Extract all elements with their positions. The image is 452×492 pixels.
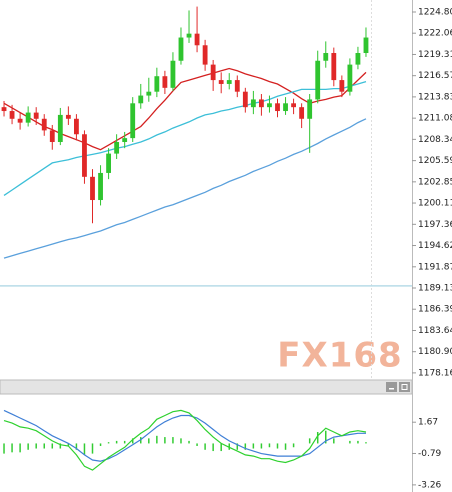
candle-body bbox=[65, 114, 71, 119]
candle-body bbox=[106, 153, 111, 173]
macd-line bbox=[3, 409, 367, 471]
macd-line bbox=[3, 409, 366, 462]
candle-body bbox=[210, 64, 216, 81]
y-tick-label: 1194.62 bbox=[418, 241, 452, 251]
icon bbox=[401, 384, 408, 390]
candle-body bbox=[98, 172, 103, 201]
candle-body bbox=[57, 114, 63, 142]
panel-buttons[interactable] bbox=[386, 382, 410, 392]
y-tick-label: 1202.85 bbox=[418, 177, 452, 187]
candle-body bbox=[226, 80, 232, 84]
candle-body bbox=[162, 76, 168, 88]
candle-body bbox=[242, 91, 248, 108]
candle-body bbox=[339, 80, 345, 92]
y-tick-label: 1191.87 bbox=[418, 262, 452, 272]
y-tick-label: 1213.83 bbox=[418, 92, 452, 102]
candle-body bbox=[74, 118, 79, 135]
candle-body bbox=[9, 111, 15, 119]
candle-body bbox=[114, 141, 120, 154]
candle-body bbox=[315, 60, 321, 100]
candle-body bbox=[90, 176, 95, 201]
candle-body bbox=[170, 60, 176, 88]
candle-body bbox=[250, 99, 256, 108]
moving-average-line bbox=[3, 67, 367, 151]
y-tick-label: 1.67 bbox=[418, 418, 438, 428]
candle-body bbox=[267, 103, 272, 108]
candle-body bbox=[283, 103, 288, 112]
candle-body bbox=[82, 134, 87, 177]
candle-body bbox=[186, 33, 192, 38]
y-tick-label: 1197.36 bbox=[418, 220, 452, 230]
candle-body bbox=[202, 45, 208, 65]
y-tick-label: -3.26 bbox=[418, 480, 442, 490]
candle-body bbox=[138, 95, 144, 104]
candle-body bbox=[355, 53, 361, 65]
restore-button[interactable] bbox=[399, 382, 410, 392]
candle-body bbox=[33, 112, 39, 119]
y-tick-label: 1189.13 bbox=[418, 284, 452, 294]
moving-average-line bbox=[3, 80, 367, 196]
y-tick-label: 1219.31 bbox=[418, 50, 452, 60]
candle-body bbox=[331, 53, 337, 81]
minimize-button[interactable] bbox=[386, 382, 397, 392]
candle-body bbox=[122, 138, 128, 142]
y-tick-label: 1224.80 bbox=[418, 7, 452, 17]
candle-body bbox=[25, 112, 31, 123]
y-tick-label: -0.79 bbox=[418, 449, 442, 459]
candle-body bbox=[259, 99, 264, 108]
candle-body bbox=[178, 37, 184, 61]
candle-body bbox=[1, 107, 7, 112]
candle-body bbox=[299, 107, 305, 119]
candle-body bbox=[275, 103, 280, 112]
y-tick-label: 1205.59 bbox=[418, 156, 452, 166]
y-tick-label: 1183.64 bbox=[418, 326, 452, 336]
candle-body bbox=[49, 130, 55, 142]
y-tick-label: 1216.57 bbox=[418, 71, 452, 81]
candle-body bbox=[218, 80, 224, 84]
y-tick-label: 1178.16 bbox=[418, 368, 452, 378]
moving-average-line bbox=[3, 118, 367, 259]
y-tick-label: 1208.34 bbox=[418, 135, 452, 145]
candle-body bbox=[307, 99, 313, 119]
y-tick-label: 1222.06 bbox=[418, 29, 452, 39]
y-tick-label: 1180.90 bbox=[418, 347, 452, 357]
candle-body bbox=[194, 33, 200, 46]
candle-body bbox=[154, 76, 160, 92]
candle-body bbox=[130, 103, 136, 139]
candle-body bbox=[323, 53, 329, 61]
candle-body bbox=[41, 118, 47, 131]
y-tick-label: 1200.11 bbox=[418, 199, 452, 209]
candle-body bbox=[234, 80, 240, 92]
icon bbox=[389, 388, 394, 390]
y-tick-label: 1211.08 bbox=[418, 114, 452, 124]
watermark: FX168 bbox=[277, 336, 402, 376]
candle-body bbox=[291, 103, 296, 108]
panel-separator bbox=[0, 379, 413, 395]
y-tick-label: 1186.39 bbox=[418, 305, 452, 315]
candle-body bbox=[347, 64, 353, 92]
candle-body bbox=[146, 91, 152, 96]
candle-body bbox=[17, 118, 23, 123]
candle-body bbox=[363, 37, 369, 54]
